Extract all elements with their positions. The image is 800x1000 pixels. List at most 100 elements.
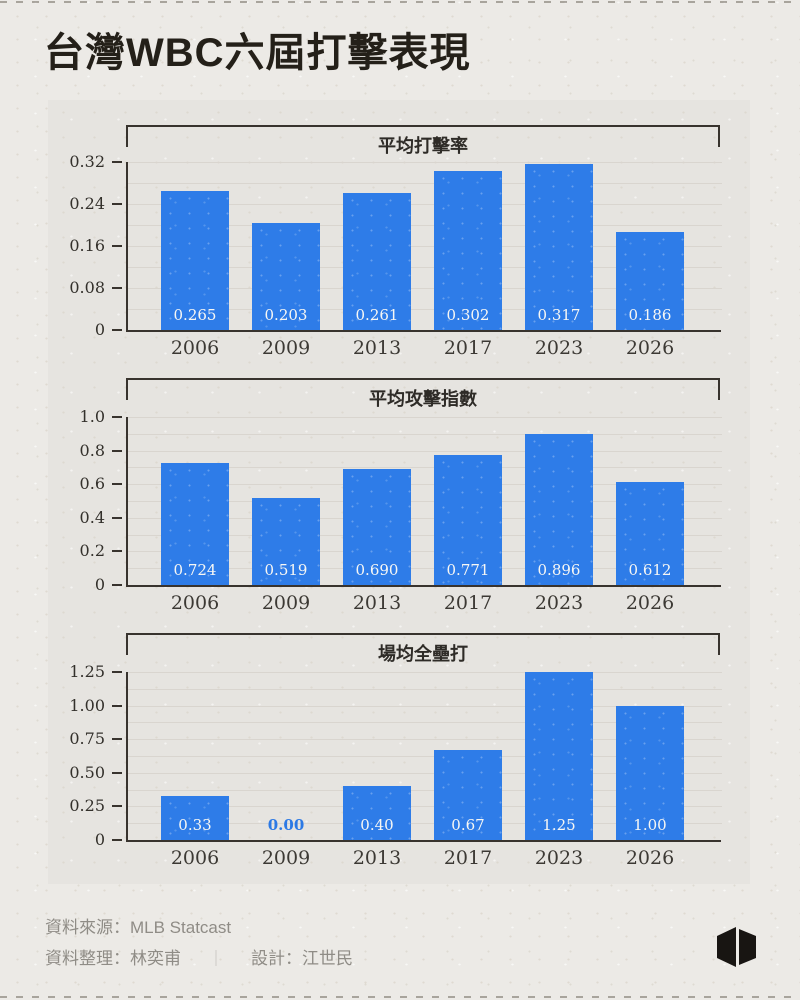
x-tick-label: 2013 <box>352 592 402 614</box>
title-bracket-end-left <box>126 378 128 400</box>
gridline <box>127 484 722 485</box>
x-tick-label: 2026 <box>625 847 675 869</box>
y-tick <box>112 483 122 485</box>
bar-value-label: 0.40 <box>360 816 394 834</box>
bar <box>434 750 502 840</box>
gridline <box>127 246 722 247</box>
bar <box>525 164 593 330</box>
title-bracket-end-right <box>718 378 720 400</box>
bar <box>161 463 229 585</box>
bar <box>525 434 593 585</box>
bar-value-label: 0.317 <box>537 306 581 324</box>
y-axis-spine <box>126 672 128 840</box>
publisher-logo-icon <box>717 927 756 967</box>
bar <box>343 193 411 330</box>
x-tick-label: 2017 <box>443 592 493 614</box>
y-tick <box>112 161 122 163</box>
gridline <box>127 773 722 774</box>
bar <box>343 786 411 840</box>
chart-title: 平均打擊率 <box>378 136 468 156</box>
y-tick-label: 0 <box>94 830 105 849</box>
gridline <box>127 501 722 502</box>
y-tick <box>112 517 122 519</box>
data-source: 資料來源：MLB Statcast <box>45 918 232 937</box>
y-tick <box>112 805 122 807</box>
y-tick-label: 0 <box>94 575 105 594</box>
gridline <box>127 535 722 536</box>
y-tick-label: 0.32 <box>69 152 105 171</box>
x-tick-label: 2013 <box>352 337 402 359</box>
y-tick-label: 0.6 <box>79 474 105 493</box>
bar-value-label: 0.00 <box>267 816 305 834</box>
y-tick <box>112 550 122 552</box>
y-tick <box>112 584 122 586</box>
gridline <box>127 689 722 690</box>
x-tick-label: 2023 <box>534 337 584 359</box>
title-bracket-end-left <box>126 633 128 655</box>
title-bracket-end-right <box>718 125 720 147</box>
chart-title: 場均全壘打 <box>378 644 468 664</box>
gridline <box>127 722 722 723</box>
bar <box>161 796 229 840</box>
y-tick-label: 0.2 <box>79 541 105 560</box>
bar <box>343 469 411 585</box>
bar <box>525 672 593 840</box>
credit-compiler: 資料整理：林奕甫 <box>45 949 181 968</box>
title-bracket-end-left <box>126 125 128 147</box>
x-tick-label: 2009 <box>261 337 311 359</box>
bar-value-label: 0.896 <box>537 561 581 579</box>
bar-value-label: 0.771 <box>446 561 490 579</box>
chart-title: 平均攻擊指數 <box>369 389 477 409</box>
bar-value-label: 1.25 <box>542 816 576 834</box>
gridline <box>127 551 722 552</box>
bar-value-label: 0.724 <box>173 561 217 579</box>
credits-separator: ｜ <box>208 950 225 968</box>
paper-torn-edge-bottom <box>0 996 800 998</box>
gridline <box>127 467 722 468</box>
y-tick <box>112 203 122 205</box>
gridline <box>127 823 722 824</box>
x-tick-label: 2023 <box>534 592 584 614</box>
x-tick-label: 2017 <box>443 847 493 869</box>
bar <box>434 455 502 585</box>
bar-value-label: 0.519 <box>264 561 308 579</box>
y-tick <box>112 329 122 331</box>
bar-value-label: 0.612 <box>628 561 672 579</box>
y-tick <box>112 245 122 247</box>
y-tick <box>112 772 122 774</box>
x-axis-line <box>126 585 721 587</box>
y-tick-label: 0.24 <box>69 194 105 213</box>
bar <box>616 706 684 840</box>
gridline <box>127 451 722 452</box>
gridline <box>127 568 722 569</box>
y-tick-label: 1.0 <box>79 407 105 426</box>
y-tick-label: 0.50 <box>69 763 105 782</box>
x-tick-label: 2017 <box>443 337 493 359</box>
y-tick-label: 0 <box>94 320 105 339</box>
y-tick <box>112 287 122 289</box>
credit-designer: 設計：江世民 <box>251 949 354 968</box>
bar <box>434 171 502 330</box>
bar <box>252 498 320 585</box>
bar-value-label: 0.67 <box>451 816 485 834</box>
y-tick-label: 0.75 <box>69 729 105 748</box>
bar-value-label: 0.265 <box>173 306 217 324</box>
x-tick-label: 2006 <box>170 337 220 359</box>
gridline <box>127 806 722 807</box>
y-tick-label: 0.16 <box>69 236 105 255</box>
gridline <box>127 790 722 791</box>
gridline <box>127 225 722 226</box>
bar-value-label: 0.302 <box>446 306 490 324</box>
x-axis-line <box>126 840 721 842</box>
bar <box>616 232 684 330</box>
credits-row: 資料整理：林奕甫 ｜ 設計：江世民 <box>45 944 353 969</box>
y-axis-spine <box>126 162 128 330</box>
y-tick <box>112 705 122 707</box>
gridline <box>127 309 722 310</box>
x-tick-label: 2023 <box>534 847 584 869</box>
bar <box>161 191 229 330</box>
x-tick-label: 2009 <box>261 847 311 869</box>
